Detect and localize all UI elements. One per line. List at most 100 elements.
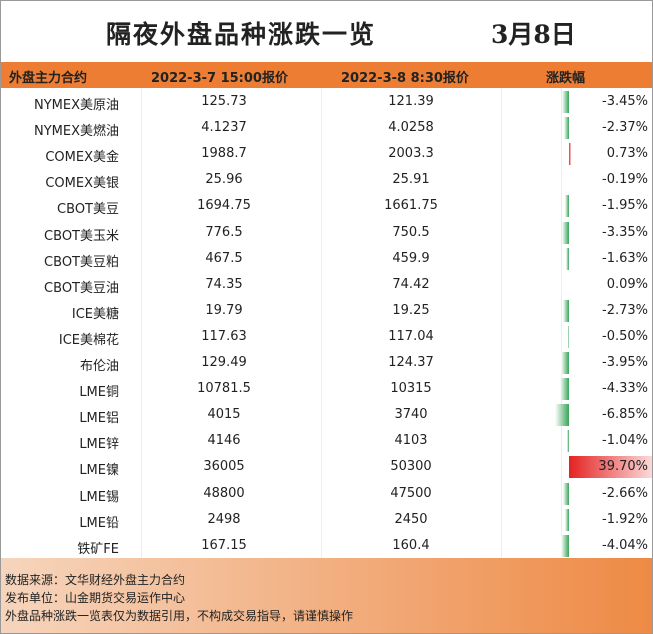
price-cell: 750.5: [392, 224, 430, 240]
change-bar: [560, 534, 569, 557]
date: 3月8日: [491, 20, 576, 49]
price-cell: 50300: [390, 459, 432, 475]
name-cell: LME铅: [79, 515, 119, 531]
change-cell: -3.95%: [602, 355, 648, 370]
price-cell: 459.9: [392, 250, 430, 266]
name-cell: CBOT美玉米: [44, 228, 119, 244]
change-cell: -3.35%: [602, 224, 648, 240]
change-bar: [566, 430, 569, 453]
change-cell: 0.09%: [606, 276, 648, 292]
change-cell: 39.70%: [598, 459, 648, 475]
price-cell: 124.37: [388, 355, 434, 370]
name-cell: LME铜: [79, 385, 119, 401]
name-cell: LME锌: [79, 437, 119, 453]
price-cell: 1694.75: [197, 198, 251, 214]
name-cell: ICE美棉花: [58, 332, 119, 348]
name-cell: COMEX美银: [45, 176, 119, 192]
column-line: [141, 88, 142, 558]
price-cell: 776.5: [205, 224, 243, 240]
change-cell: -2.66%: [602, 485, 648, 501]
change-cell: -4.33%: [602, 381, 648, 397]
change-cell: -0.50%: [602, 328, 648, 344]
change-bar: [564, 195, 569, 218]
price-cell: 48800: [203, 485, 245, 501]
header-cell: 涨跌幅: [546, 71, 586, 86]
price-cell: 129.49: [201, 355, 247, 370]
price-cell: 1988.7: [201, 146, 247, 162]
header-cell: 2022-3-7 15:00报价: [151, 71, 288, 86]
price-cell: 4103: [394, 433, 428, 449]
header-row: [1, 62, 652, 88]
change-cell: -3.45%: [602, 94, 648, 109]
change-bar: [567, 325, 569, 348]
change-bar: [564, 508, 569, 531]
change-bar: [559, 378, 569, 401]
price-cell: 74.42: [392, 276, 430, 292]
footer-line: 外盘品种涨跌一览表仅为数据引用，不构成交易指导，请谨慎操作: [5, 609, 354, 623]
price-cell: 117.04: [388, 328, 434, 344]
price-cell: 2450: [394, 511, 428, 527]
price-cell: 167.15: [201, 537, 247, 553]
price-cell: 25.91: [392, 172, 430, 188]
price-cell: 74.35: [205, 276, 243, 292]
name-cell: CBOT美豆: [57, 202, 119, 218]
name-cell: NYMEX美原油: [33, 98, 119, 113]
price-cell: 19.25: [392, 302, 430, 318]
price-cell: 125.73: [201, 94, 247, 109]
price-cell: 121.39: [388, 94, 434, 109]
price-cell: 2003.3: [388, 146, 434, 162]
price-cell: 2498: [207, 511, 241, 527]
name-cell: LME锡: [79, 489, 119, 505]
price-cell: 117.63: [201, 328, 247, 344]
change-cell: -6.85%: [602, 407, 648, 423]
name-cell: LME镍: [79, 463, 119, 479]
change-cell: -2.37%: [602, 120, 648, 136]
change-bar: [554, 404, 569, 427]
change-bar: [563, 299, 569, 322]
name-cell: CBOT美豆粕: [44, 254, 119, 270]
change-cell: -1.95%: [602, 198, 648, 214]
price-cell: 10781.5: [197, 381, 251, 397]
price-cell: 467.5: [205, 250, 243, 266]
header-cell: 外盘主力合约: [9, 71, 88, 86]
price-cell: 4.1237: [201, 120, 247, 136]
change-cell: -2.73%: [602, 302, 648, 318]
price-cell: 10315: [390, 381, 432, 397]
name-cell: 铁矿FE: [77, 541, 119, 557]
change-cell: -4.04%: [602, 537, 648, 553]
column-line: [501, 88, 502, 558]
price-cell: 47500: [390, 485, 432, 501]
price-cell: 25.96: [205, 172, 243, 188]
price-cell: 4146: [207, 433, 241, 449]
title: 隔夜外盘品种涨跌一览: [105, 20, 376, 49]
change-bar: [561, 221, 569, 244]
name-cell: 布伦油: [79, 359, 119, 374]
price-cell: 19.79: [205, 302, 243, 318]
name-cell: NYMEX美燃油: [33, 124, 119, 140]
name-cell: LME铝: [79, 411, 119, 427]
column-line: [321, 88, 322, 558]
change-bar: [564, 117, 569, 140]
change-bar: [569, 143, 571, 166]
price-cell: 1661.75: [384, 198, 438, 214]
price-cell: 160.4: [392, 537, 430, 553]
change-bar: [563, 482, 569, 505]
footer: [1, 558, 652, 633]
footer-line: 数据来源：文华财经外盘主力合约: [5, 573, 186, 587]
column-line: [561, 88, 562, 558]
price-cell: 4.0258: [388, 120, 434, 136]
price-cell: 4015: [207, 407, 241, 423]
change-bar: [560, 352, 569, 375]
change-cell: -1.04%: [602, 433, 648, 449]
change-bar: [569, 456, 652, 479]
change-cell: -1.92%: [602, 511, 648, 527]
change-cell: -1.63%: [602, 250, 648, 266]
name-cell: CBOT美豆油: [44, 280, 119, 296]
change-cell: -0.19%: [602, 172, 648, 188]
name-cell: COMEX美金: [45, 150, 119, 166]
change-cell: 0.73%: [606, 146, 648, 162]
change-bar: [561, 91, 569, 114]
price-cell: 3740: [394, 407, 428, 423]
price-cell: 36005: [203, 459, 245, 475]
